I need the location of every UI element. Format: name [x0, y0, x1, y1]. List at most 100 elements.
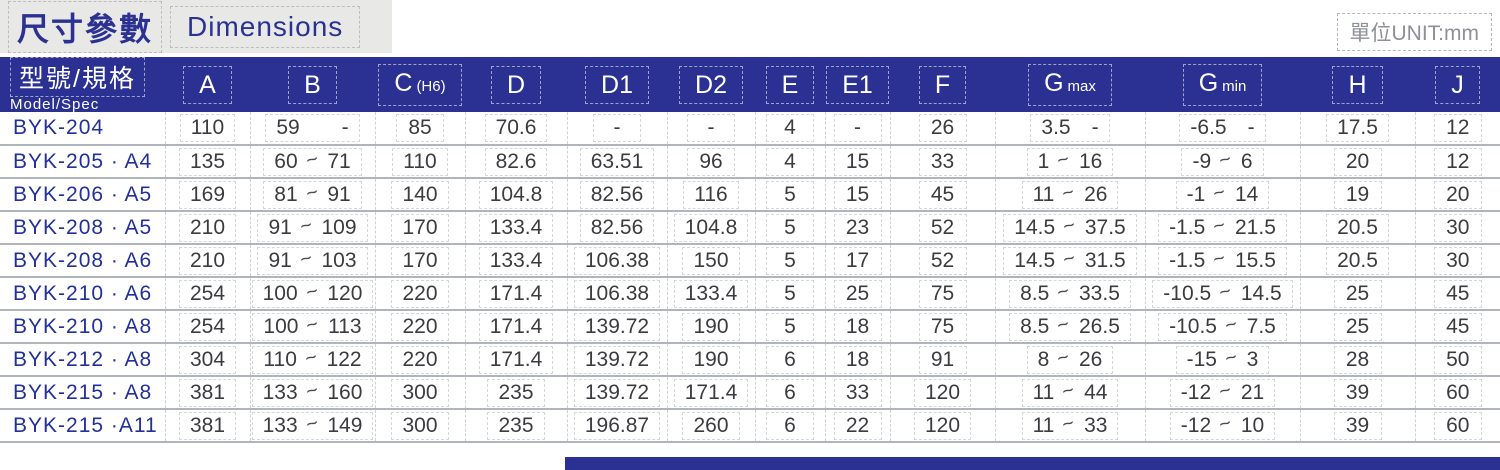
cell-g_min: -15 ~3	[1144, 343, 1300, 376]
page-title-cjk: 尺寸參數	[8, 0, 163, 53]
value-box: 19	[1333, 180, 1382, 209]
table-row: BYK-215 ·A11 381 133 ~149 300 235 196.87 260 6 22…	[0, 409, 1500, 442]
cell-f: 75	[889, 277, 995, 310]
range-tilde: ~	[297, 213, 315, 238]
value-box: -	[593, 114, 641, 142]
cell-b: 91 ~109	[249, 211, 375, 244]
cell-d2: 104.8	[666, 211, 755, 244]
value-box: 196.87	[573, 411, 661, 440]
range-max: 26	[1084, 182, 1108, 206]
cell-model: BYK-208 · A5	[13, 215, 153, 239]
cell-d: 171.4	[464, 343, 567, 376]
range-tilde: ~	[297, 246, 315, 271]
cell-j: 12	[1414, 112, 1500, 145]
cell-d: 104.8	[464, 178, 567, 211]
value-box: 81 ~91	[263, 180, 362, 209]
range-min: 81	[274, 182, 298, 206]
value-box: -1 ~14	[1175, 180, 1270, 209]
value-box: 110	[179, 114, 236, 142]
cell-model: BYK-210 · A8	[13, 314, 153, 338]
value-box: 33	[918, 147, 967, 176]
value-box: 381	[178, 411, 237, 440]
cell-f: 75	[889, 310, 995, 343]
table-row: BYK-208 · A5 210 91 ~109 170 133.4 82.56 104.8 5…	[0, 211, 1500, 244]
value-box: 139.72	[573, 312, 661, 341]
value-box: 52	[918, 246, 967, 275]
col-header-label: J	[1451, 70, 1464, 99]
value-box: -10.5 ~14.5	[1152, 279, 1293, 308]
cell-c_h6: 300	[374, 409, 465, 442]
cell-f: 91	[889, 343, 995, 376]
col-header-box-d: D	[490, 65, 542, 104]
table-row: BYK-206 · A5 169 81 ~91 140 104.8 82.56 116 5 15 4…	[0, 178, 1500, 211]
value-box: 220	[391, 312, 449, 341]
table-row: BYK-204 110 59 -85 70.6- -4-26 3.5 - -6.5 -17.…	[0, 112, 1500, 145]
value-box: 210	[178, 246, 237, 275]
cell-e: 5	[754, 277, 825, 310]
value-box: 300	[391, 411, 449, 440]
value-box: 20	[1433, 180, 1482, 209]
cell-e: 4	[754, 112, 825, 145]
value-box: 82.56	[579, 213, 655, 242]
cell-e1: 33	[824, 376, 890, 409]
value-box: 170	[391, 246, 449, 275]
range-max: 14.5	[1240, 281, 1282, 305]
value-box: 18	[833, 312, 882, 341]
cell-e1: 22	[824, 409, 890, 442]
range-tilde: ~	[302, 411, 321, 436]
cell-g_min: -1.5 ~15.5	[1144, 244, 1300, 277]
value-box: 11 ~26	[1021, 180, 1119, 209]
value-box: 150	[682, 246, 740, 275]
range-max: 122	[326, 347, 362, 371]
cell-b: 100 ~113	[249, 310, 375, 343]
value-box: 139.72	[573, 345, 661, 374]
range-tilde: ~	[302, 147, 321, 172]
cell-d: 171.4	[464, 277, 567, 310]
value-box: 82.6	[484, 147, 548, 176]
col-header-b: B	[250, 57, 375, 112]
cell-g_max: 8 ~26	[994, 343, 1145, 376]
cell-c_h6: 140	[374, 178, 465, 211]
range-max: 14	[1235, 182, 1259, 206]
cell-d2: 190	[666, 343, 755, 376]
col-header-box-d2: D2	[679, 65, 743, 104]
value-box: 25	[1333, 312, 1382, 341]
value-box: 170	[391, 213, 449, 242]
range-min: 110	[263, 347, 297, 371]
value-box: 14.5 ~31.5	[1003, 246, 1137, 275]
range-min: -12	[1180, 380, 1212, 404]
cell-a: 169	[164, 178, 250, 211]
range-tilde: ~	[1210, 180, 1229, 205]
col-header-box-f: F	[918, 65, 967, 104]
value-box: 300	[391, 378, 449, 407]
value-box: 100 ~113	[252, 312, 373, 341]
cell-model: BYK-215 ·A11	[13, 413, 158, 437]
cell-j: 60	[1414, 376, 1500, 409]
value-box: 26	[918, 114, 967, 142]
cell-d2: -	[666, 112, 755, 145]
value-box: 82.56	[579, 180, 655, 209]
cell-d: 235	[464, 376, 567, 409]
cell-g_max: 11 ~33	[994, 409, 1145, 442]
value-box: 91 ~103	[257, 246, 368, 275]
table-row: BYK-205 · A4 135 60 ~71 110 82.6 63.51 96 4 15 33 1…	[0, 145, 1500, 178]
value-box: -9 ~6	[1181, 147, 1264, 176]
range-min: 14.5	[1014, 248, 1056, 272]
cell-d1: 139.72	[566, 310, 667, 343]
cell-model: BYK-212 · A8	[13, 347, 153, 371]
value-box: 133.4	[673, 279, 749, 308]
cell-b: 59 -	[249, 112, 375, 145]
cell-g_min: -12 ~21	[1144, 376, 1300, 409]
value-box: 171.4	[478, 345, 554, 374]
range-tilde: ~	[1210, 246, 1229, 271]
cell-d2: 171.4	[666, 376, 755, 409]
range-min: -12	[1180, 413, 1212, 437]
value-box: 1 ~16	[1026, 147, 1114, 176]
value-box: 85	[396, 114, 444, 142]
value-box: 45	[1433, 312, 1482, 341]
value-box: 260	[682, 411, 740, 440]
cell-d: 133.4	[464, 244, 567, 277]
